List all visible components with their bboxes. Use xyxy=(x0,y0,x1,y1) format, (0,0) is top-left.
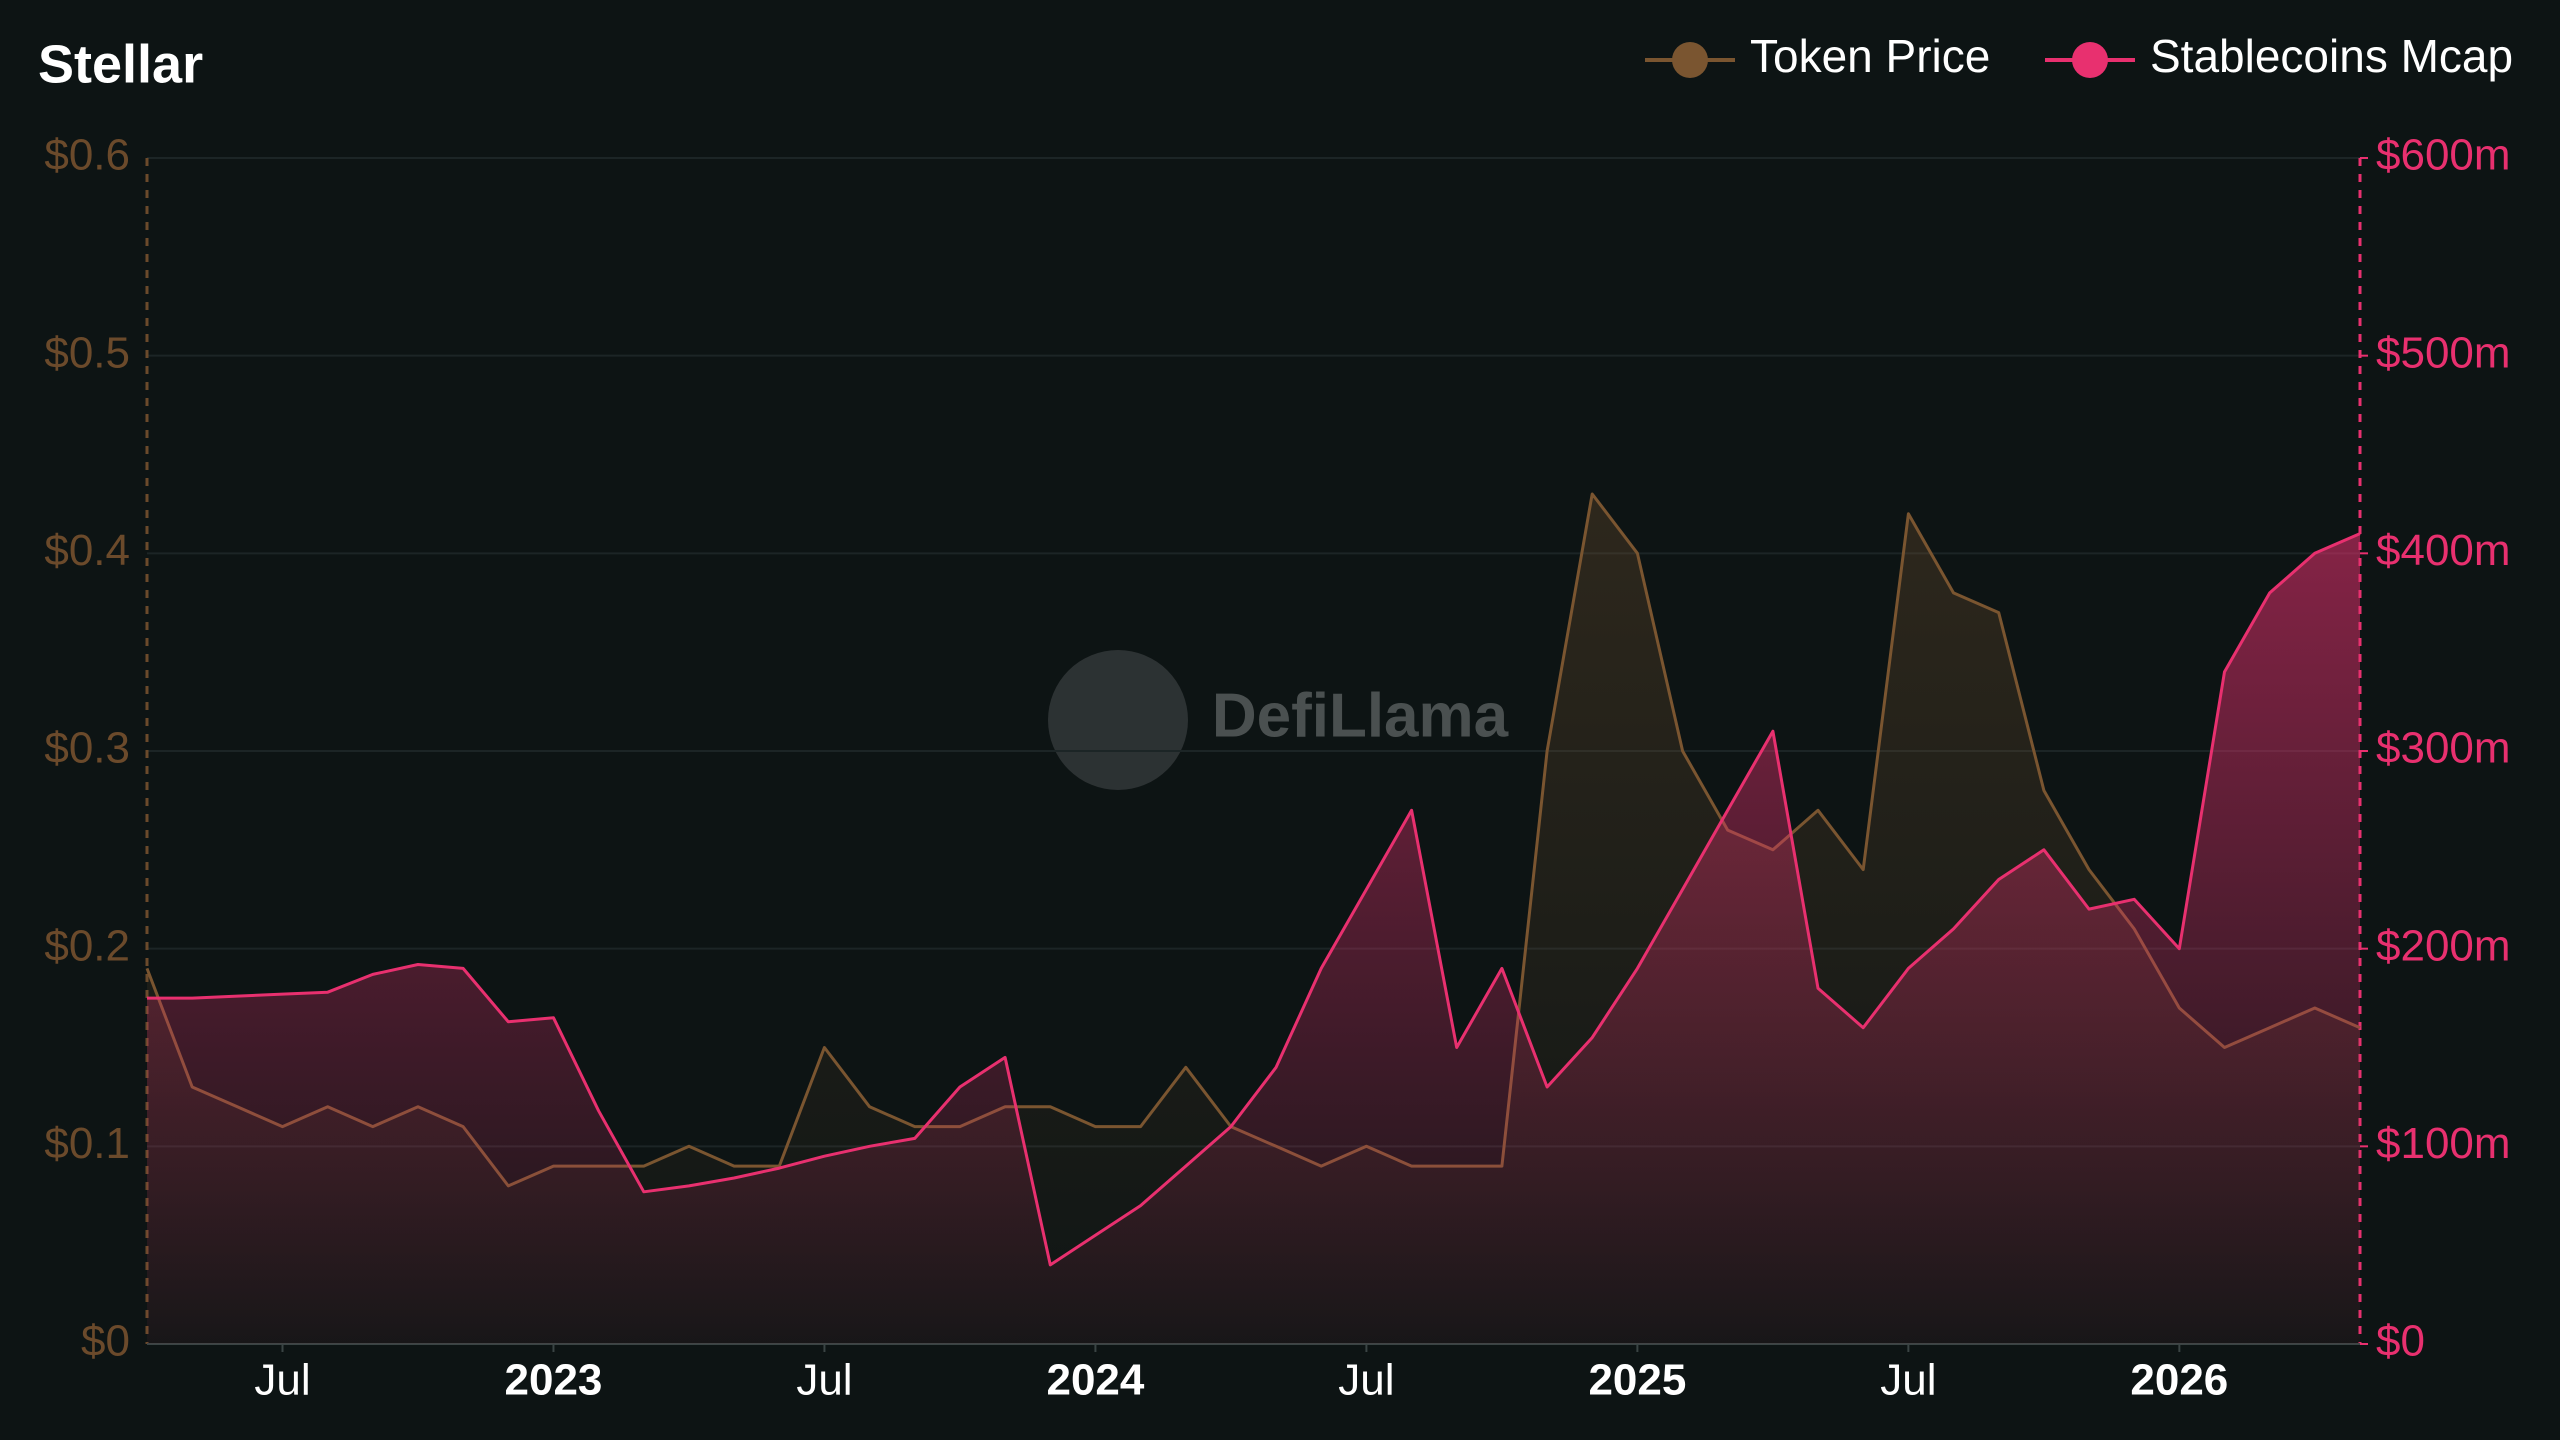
y-tick-label: $0.6 xyxy=(44,131,130,180)
chart-title: Stellar xyxy=(38,34,203,94)
x-tick-label: 2025 xyxy=(1588,1356,1686,1405)
y-tick-label: $0.1 xyxy=(44,1119,130,1168)
legend-marker xyxy=(2072,42,2108,78)
x-tick-label: 2026 xyxy=(2130,1356,2228,1405)
legend-label: Stablecoins Mcap xyxy=(2150,30,2513,82)
y2-tick-label: $300m xyxy=(2376,724,2511,773)
y-tick-label: $0.5 xyxy=(44,328,130,377)
y2-tick-label: $200m xyxy=(2376,921,2511,970)
watermark-logo xyxy=(1048,650,1188,790)
y2-tick-label: $400m xyxy=(2376,526,2511,575)
x-tick-label: 2024 xyxy=(1046,1356,1144,1405)
y-tick-label: $0.4 xyxy=(44,526,130,575)
x-tick-label: Jul xyxy=(254,1356,310,1405)
legend-label: Token Price xyxy=(1750,30,1990,82)
y2-tick-label: $500m xyxy=(2376,328,2511,377)
y2-tick-label: $0 xyxy=(2376,1317,2425,1366)
y-tick-label: $0.2 xyxy=(44,921,130,970)
series-area xyxy=(147,533,2360,1344)
y2-tick-label: $100m xyxy=(2376,1119,2511,1168)
y-tick-label: $0.3 xyxy=(44,724,130,773)
x-tick-label: Jul xyxy=(1880,1356,1936,1405)
y2-tick-label: $600m xyxy=(2376,131,2511,180)
x-tick-label: Jul xyxy=(796,1356,852,1405)
legend-marker xyxy=(1672,42,1708,78)
watermark: DefiLlama xyxy=(1212,681,1509,750)
x-tick-label: Jul xyxy=(1338,1356,1394,1405)
y-tick-label: $0 xyxy=(81,1317,130,1366)
x-tick-label: 2023 xyxy=(505,1356,603,1405)
series-line xyxy=(147,532,2361,1267)
